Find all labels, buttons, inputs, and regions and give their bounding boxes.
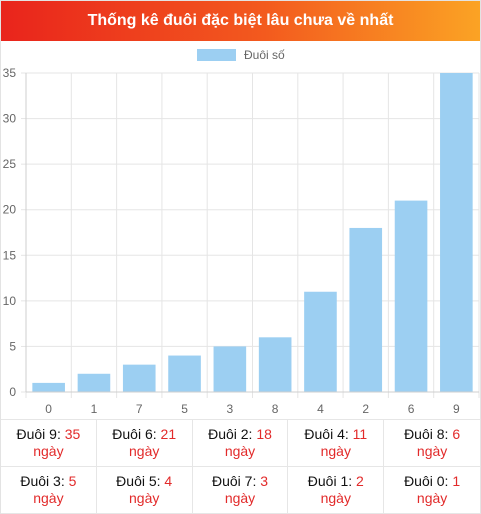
x-tick-label: 8 (272, 402, 279, 416)
stat-cell: Đuôi 2: 18 ngày (192, 420, 289, 467)
stat-unit: ngày (320, 443, 351, 459)
y-tick-label: 30 (3, 112, 17, 126)
x-tick-label: 9 (453, 402, 460, 416)
bar (122, 364, 156, 392)
stat-unit: ngày (416, 490, 448, 506)
stat-unit: ngày (33, 490, 64, 506)
stat-unit: ngày (33, 443, 64, 459)
y-tick-label: 5 (9, 339, 16, 353)
x-tick-label: 5 (181, 402, 188, 416)
stat-line: Đuôi 6: 21 (112, 426, 176, 443)
x-tick-label: 2 (362, 402, 369, 416)
x-tick-label: 0 (45, 402, 52, 416)
stat-unit: ngày (224, 443, 256, 459)
stat-label: Đuôi 9: (16, 426, 65, 442)
stat-label: Đuôi 0: (404, 473, 453, 489)
stat-line: Đuôi 8: 6 (404, 426, 460, 443)
stat-value: 21 (160, 426, 177, 442)
bar (258, 337, 292, 392)
stat-label: Đuôi 8: (404, 426, 453, 442)
bar-chart: Đuôi số 0 5 10 15 20 25 30 35 0 1 7 5 3 8 4 2 6 9 (1, 41, 480, 419)
stat-line: Đuôi 1: 2 (308, 473, 364, 490)
stat-label: Đuôi 1: (307, 473, 357, 489)
stat-cell: Đuôi 8: 6 ngày (384, 420, 480, 467)
stat-label: Đuôi 2: (208, 426, 257, 442)
y-tick-label: 35 (3, 66, 17, 80)
stat-value: 1 (452, 473, 461, 489)
y-tick-label: 15 (3, 248, 17, 262)
stat-cell: Đuôi 7: 3 ngày (192, 467, 289, 514)
stat-cell: Đuôi 9: 35 ngày (1, 420, 97, 467)
stat-line: Đuôi 7: 3 (212, 473, 268, 490)
x-tick-label: 7 (136, 402, 143, 416)
stat-cell: Đuôi 5: 4 ngày (96, 467, 193, 514)
bar (168, 355, 201, 392)
stat-value: 18 (256, 426, 272, 442)
stat-line: Đuôi 4: 11 (304, 426, 367, 443)
stat-label: Đuôi 4: (304, 426, 353, 442)
stat-value: 35 (64, 426, 81, 442)
stats-grid: Đuôi 9: 35 ngày Đuôi 6: 21 ngày Đuôi 2: 18 ng… (1, 419, 480, 514)
legend-label: Đuôi số (244, 48, 285, 62)
stat-line: Đuôi 5: 4 (116, 473, 172, 490)
bar (349, 227, 383, 392)
bar (32, 382, 65, 392)
legend-swatch (197, 49, 236, 61)
stat-cell: Đuôi 1: 2 ngày (288, 467, 385, 514)
stat-value: 2 (356, 473, 364, 489)
stat-cell: Đuôi 3: 5 ngày (1, 467, 97, 514)
stat-label: Đuôi 6: (112, 426, 161, 442)
stat-value: 4 (164, 473, 173, 489)
stat-cell: Đuôi 0: 1 ngày (384, 467, 480, 514)
page-title: Thống kê đuôi đặc biệt lâu chưa về nhất (1, 1, 480, 41)
bar-chart-svg: Đuôi số 0 5 10 15 20 25 30 35 0 1 7 5 3 8 4 2 6 9 (3, 48, 480, 416)
stat-label: Đuôi 7: (211, 473, 261, 489)
stat-line: Đuôi 9: 35 (16, 426, 80, 443)
x-tick-label: 4 (317, 402, 324, 416)
stat-unit: ngày (224, 490, 256, 506)
bar (77, 373, 111, 392)
stat-cell: Đuôi 6: 21 ngày (96, 420, 193, 467)
stat-line: Đuôi 0: 1 (404, 473, 460, 490)
y-tick-label: 25 (3, 157, 17, 171)
stat-value: 3 (260, 473, 269, 489)
stat-unit: ngày (129, 490, 160, 506)
stat-label: Đuôi 5: (116, 473, 165, 489)
stat-unit: ngày (320, 490, 351, 506)
bar (394, 200, 428, 392)
stat-value: 5 (68, 473, 77, 489)
x-tick-label: 3 (227, 402, 234, 416)
stat-unit: ngày (416, 443, 448, 459)
stat-line: Đuôi 2: 18 (208, 426, 272, 443)
stat-value: 11 (352, 426, 368, 442)
x-tick-label: 6 (408, 402, 415, 416)
stat-value: 6 (452, 426, 461, 442)
bar (304, 291, 337, 392)
stat-line: Đuôi 3: 5 (20, 473, 76, 490)
y-tick-label: 20 (3, 203, 17, 217)
y-tick-label: 10 (3, 294, 17, 308)
y-tick-label: 0 (9, 385, 16, 399)
bar (440, 73, 473, 392)
stat-cell: Đuôi 4: 11 ngày (288, 420, 385, 467)
bar (213, 346, 247, 392)
stat-label: Đuôi 3: (20, 473, 69, 489)
stat-unit: ngày (129, 443, 160, 459)
x-tick-label: 1 (91, 402, 98, 416)
